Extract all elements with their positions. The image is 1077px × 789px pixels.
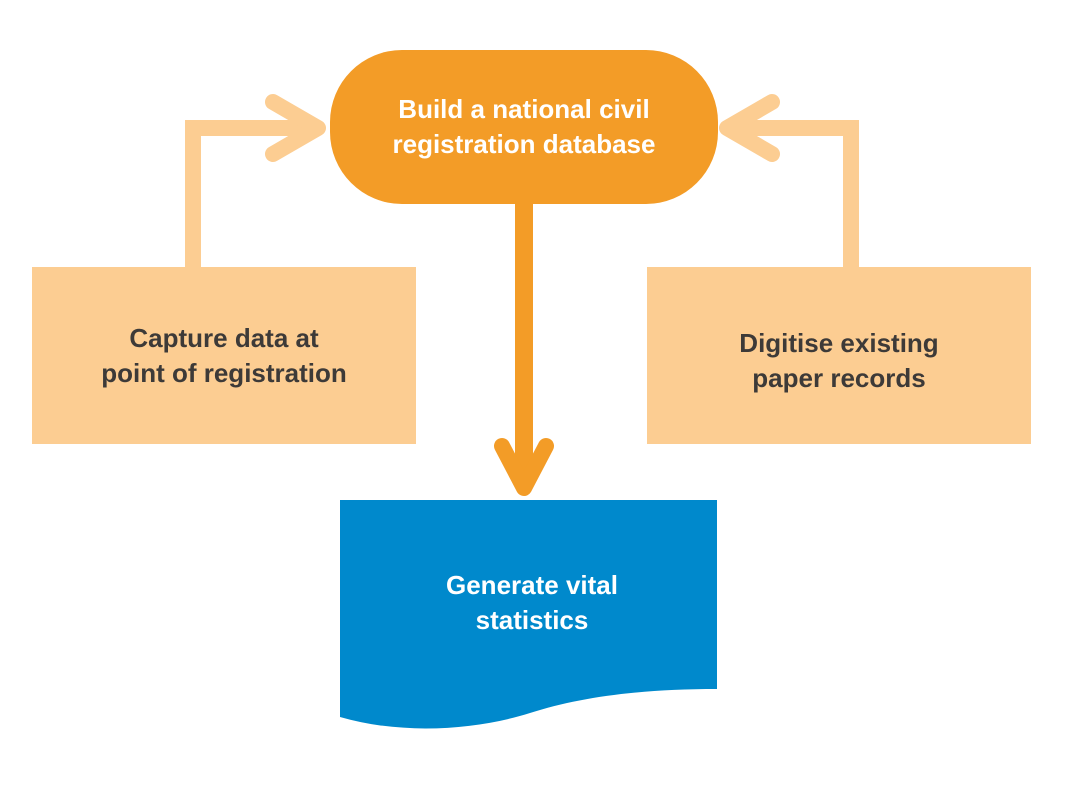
statistics-node: Generate vital statistics [340,548,724,658]
digitise-node-shape [647,267,1031,444]
connector-digitise-to-database [719,94,859,268]
statistics-node-shape [340,500,717,729]
digitise-node: Digitise existing paper records [647,272,1031,449]
capture-node: Capture data at point of registration [32,267,416,444]
database-label-line-2: registration database [392,129,656,159]
database-node-shape [330,50,718,204]
capture-label-line-2: point of registration [101,357,347,388]
digitise-label-line-1: Digitise existing [739,327,939,358]
digitise-label-line-2: paper records [752,362,926,393]
arrowhead-right-icon [265,94,326,162]
database-label-line-1: Build a national civil [398,94,650,124]
connector-capture-to-database [185,94,326,268]
capture-label-line-1: Capture data at [129,322,319,353]
statistics-label-line-2: statistics [475,605,589,635]
connector-database-to-statistics [494,196,554,496]
arrowhead-left-icon [719,94,780,162]
arrowhead-down-icon [494,438,554,496]
database-node: Build a national civil registration data… [330,50,718,204]
statistics-label-line-1: Generate vital [446,570,618,600]
capture-node-shape [32,267,416,444]
